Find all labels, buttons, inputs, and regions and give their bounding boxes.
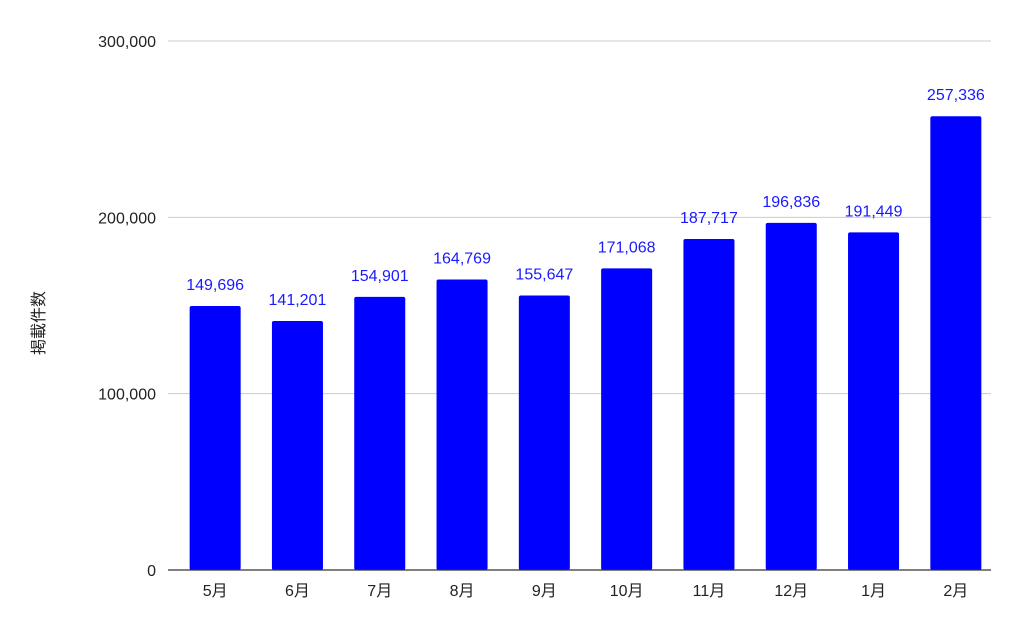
x-category-label: 9月: [532, 583, 557, 600]
bar-value-label: 154,901: [351, 268, 409, 285]
x-category-label: 10月: [610, 583, 644, 600]
bar: [848, 232, 900, 570]
bar-value-label: 164,769: [433, 250, 491, 267]
x-category-label: 8月: [450, 583, 475, 600]
bar: [765, 222, 817, 570]
x-axis-categories: 5月 6月 7月 8月 9月 10月 11月 12月 1月 2月: [203, 583, 969, 600]
x-category-label: 6月: [285, 583, 310, 600]
x-category-label: 5月: [203, 583, 228, 600]
bar-value-label: 187,717: [680, 210, 738, 227]
bar: [683, 238, 735, 570]
x-category-label: 2月: [943, 583, 968, 600]
bar: [189, 306, 241, 570]
bar-value-label: 196,836: [762, 194, 820, 211]
y-axis-title: 掲載件数: [30, 291, 48, 355]
y-tick-label: 200,000: [98, 210, 156, 227]
y-tick-label: 300,000: [98, 34, 156, 51]
x-category-label: 12月: [774, 583, 808, 600]
bar-value-label: 149,696: [186, 277, 244, 294]
bar: [436, 279, 488, 570]
bar: [518, 295, 570, 570]
bar: [601, 268, 653, 570]
x-category-label: 1月: [861, 583, 886, 600]
bar-value-label: 141,201: [269, 292, 327, 309]
value-labels: 149,696 141,201 154,901 164,769 155,647 171,0…: [186, 87, 985, 309]
x-category-label: 11月: [693, 583, 726, 600]
bar-value-label: 257,336: [927, 87, 985, 104]
bar: [354, 296, 406, 570]
bar: [930, 116, 982, 571]
bars: [189, 116, 982, 571]
y-tick-label: 100,000: [98, 387, 156, 404]
y-tick-label: 0: [147, 563, 156, 580]
bar-value-label: 171,068: [598, 239, 656, 256]
x-category-label: 7月: [367, 583, 392, 600]
bar-value-label: 155,647: [515, 267, 573, 284]
y-axis-ticks: 0 100,000 200,000 300,000: [98, 34, 156, 580]
bar: [271, 321, 323, 570]
bar-value-label: 191,449: [845, 203, 903, 220]
